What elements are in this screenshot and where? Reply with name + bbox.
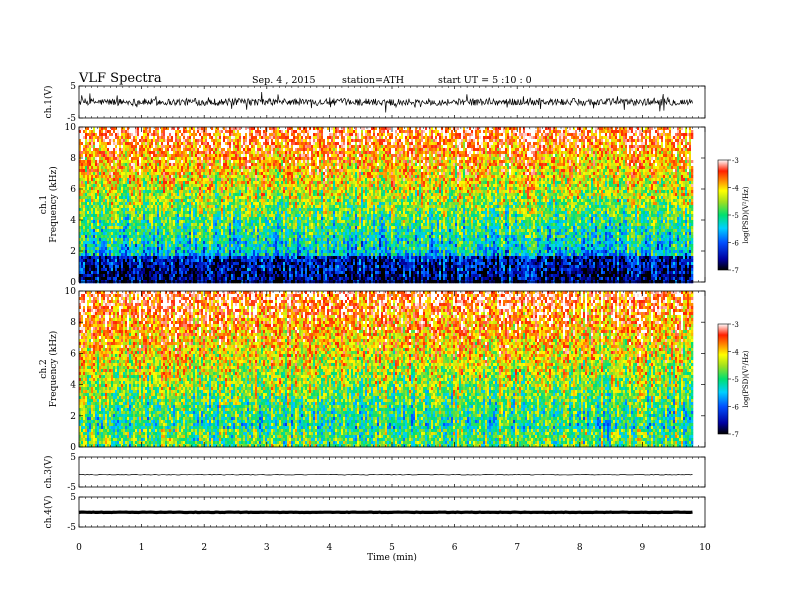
y-tick-label: -5	[67, 483, 76, 493]
y-axis-label: ch.3(V)	[43, 456, 54, 489]
y-tick-label: 10	[65, 123, 77, 133]
colorbar-tick-label: -7	[732, 267, 739, 275]
y-tick-label: 6	[70, 185, 76, 195]
spectrogram-cells	[79, 127, 694, 284]
y-axis-label: ch.1(V)	[43, 86, 54, 119]
y-tick-label: 4	[70, 216, 76, 226]
y-tick-label: -5	[67, 114, 76, 124]
colorbar-tick-label: -5	[732, 212, 739, 220]
panel-frame	[78, 456, 706, 488]
y-axis-label: ch.1	[39, 195, 49, 214]
x-tick-label: 0	[76, 543, 82, 553]
colorbar	[717, 323, 729, 435]
x-tick-label: 4	[327, 543, 333, 553]
waveform-trace	[78, 473, 693, 476]
x-tick-label: 6	[452, 543, 458, 553]
x-tick-label: 10	[699, 543, 711, 553]
chart-title: VLF Spectra	[79, 71, 162, 86]
x-tick-label: 8	[577, 543, 583, 553]
colorbar-tick-label: -6	[732, 240, 739, 248]
y-tick-label: 0	[70, 278, 76, 288]
colorbar-tick-label: -3	[732, 321, 739, 329]
y-tick-label: 5	[70, 493, 76, 503]
waveform-trace	[78, 91, 693, 113]
y-tick-label: 5	[70, 82, 76, 92]
colorbar-tick-label: -6	[732, 404, 739, 412]
y-tick-label: 6	[70, 349, 76, 359]
x-axis-label: Time (min)	[367, 552, 417, 563]
colorbar-label: log(PSD)(V²/Hz)	[742, 350, 750, 407]
y-tick-label: 5	[70, 453, 76, 463]
y-tick-label: 0	[70, 443, 76, 453]
colorbar-tick-label: -7	[732, 431, 739, 439]
colorbar-tick-label: -4	[732, 349, 739, 357]
x-tick-label: 7	[514, 543, 520, 553]
header-station: station=ATH	[342, 75, 404, 86]
y-tick-label: -5	[67, 523, 76, 533]
x-tick-label: 1	[139, 543, 145, 553]
y-axis-label: ch.2	[39, 359, 49, 378]
y-tick-label: 4	[70, 381, 76, 391]
colorbar-tick-label: -3	[732, 157, 739, 165]
y-tick-label: 2	[70, 247, 76, 257]
colorbar-tick-label: -4	[732, 185, 739, 193]
header-start-time: start UT = 5 :10 : 0	[438, 75, 532, 86]
y-tick-label: 8	[70, 318, 76, 328]
x-tick-label: 2	[201, 543, 207, 553]
spectrogram-cells	[79, 291, 694, 448]
header-date: Sep. 4 , 2015	[252, 75, 316, 86]
y-tick-label: 8	[70, 154, 76, 164]
y-axis-label: Frequency (kHz)	[48, 331, 59, 408]
y-axis-label: Frequency (kHz)	[48, 166, 59, 243]
colorbar	[717, 159, 729, 271]
colorbar-label: log(PSD)(V²/Hz)	[742, 186, 750, 243]
x-tick-label: 3	[264, 543, 270, 553]
y-tick-label: 2	[70, 412, 76, 422]
x-tick-label: 9	[640, 543, 646, 553]
panel-frame	[78, 85, 706, 119]
y-tick-label: 10	[65, 287, 77, 297]
colorbar-tick-label: -5	[732, 376, 739, 384]
x-tick-label: 5	[389, 543, 395, 553]
y-axis-label: ch.4(V)	[43, 496, 54, 529]
